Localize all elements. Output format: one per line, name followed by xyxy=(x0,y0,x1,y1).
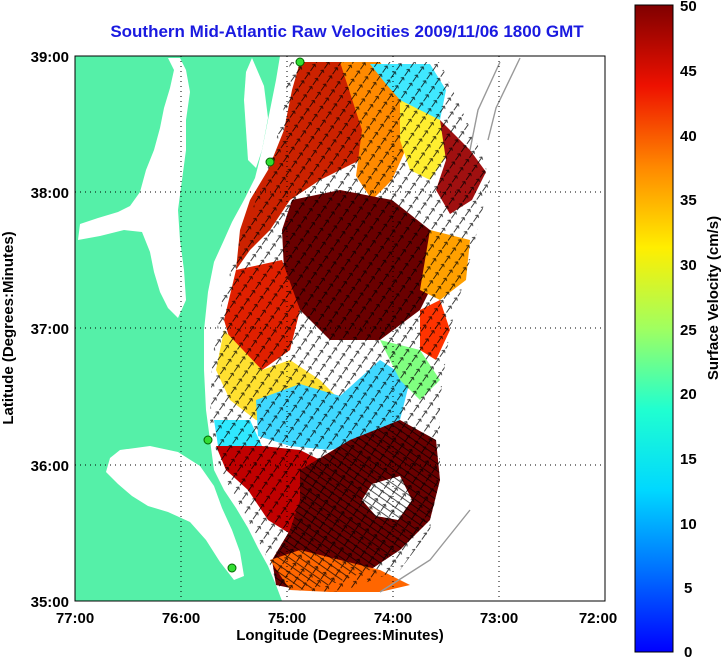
colorbar-tick-label: 5 xyxy=(684,580,692,597)
x-axis-label: Longitude (Degrees:Minutes) xyxy=(236,627,444,644)
colorbar-tick-label: 25 xyxy=(680,322,697,339)
velocity-vectors xyxy=(210,62,490,592)
colorbar-tick-label: 50 xyxy=(680,0,697,15)
y-axis-label: Latitude (Degrees:Minutes) xyxy=(0,231,17,424)
radar-site-marker xyxy=(227,563,237,573)
y-tick-label: 35:00 xyxy=(31,594,69,611)
chesapeake-bay xyxy=(78,58,190,318)
bathymetry-contours xyxy=(379,57,521,593)
colorbar-tick-label: 15 xyxy=(680,451,697,468)
plot-frame xyxy=(74,55,606,602)
grid-lines xyxy=(75,56,605,601)
pamlico-sound xyxy=(106,446,244,580)
y-axis: 39:00 38:00 37:00 36:00 35:00 Latitude (… xyxy=(0,49,69,611)
x-tick-label: 73:00 xyxy=(480,610,518,627)
colorbar-tick-label: 10 xyxy=(680,516,697,533)
radar-site-marker xyxy=(203,435,213,445)
colorbar-tick-label: 30 xyxy=(680,257,697,274)
radar-sites xyxy=(203,57,305,573)
chart-title: Southern Mid-Atlantic Raw Velocities 200… xyxy=(110,22,584,41)
colorbar-gradient xyxy=(634,4,674,653)
y-tick-label: 39:00 xyxy=(31,49,69,66)
x-tick-label: 74:00 xyxy=(374,610,412,627)
x-tick-label: 75:00 xyxy=(268,610,306,627)
colorbar-tick-label: 0 xyxy=(684,644,692,659)
radar-site-marker xyxy=(295,57,305,67)
colorbar-tick-label: 45 xyxy=(680,63,697,80)
colorbar-tick-label: 40 xyxy=(680,128,697,145)
colorbar-tick-label: 20 xyxy=(680,386,697,403)
radar-site-marker xyxy=(265,157,275,167)
colorbar: 50 45 40 35 30 25 20 15 10 5 0 Surface V… xyxy=(634,0,722,659)
y-tick-label: 37:00 xyxy=(31,321,69,338)
x-tick-label: 76:00 xyxy=(162,610,200,627)
x-tick-label: 77:00 xyxy=(56,610,94,627)
y-tick-label: 38:00 xyxy=(31,185,69,202)
y-tick-label: 36:00 xyxy=(31,458,69,475)
x-axis: 77:00 76:00 75:00 74:00 73:00 72:00 Long… xyxy=(56,610,617,644)
x-tick-label: 72:00 xyxy=(579,610,617,627)
delaware-bay xyxy=(244,58,268,168)
colorbar-label: Surface Velocity (cm/s) xyxy=(705,216,722,380)
colorbar-tick-label: 35 xyxy=(680,192,697,209)
